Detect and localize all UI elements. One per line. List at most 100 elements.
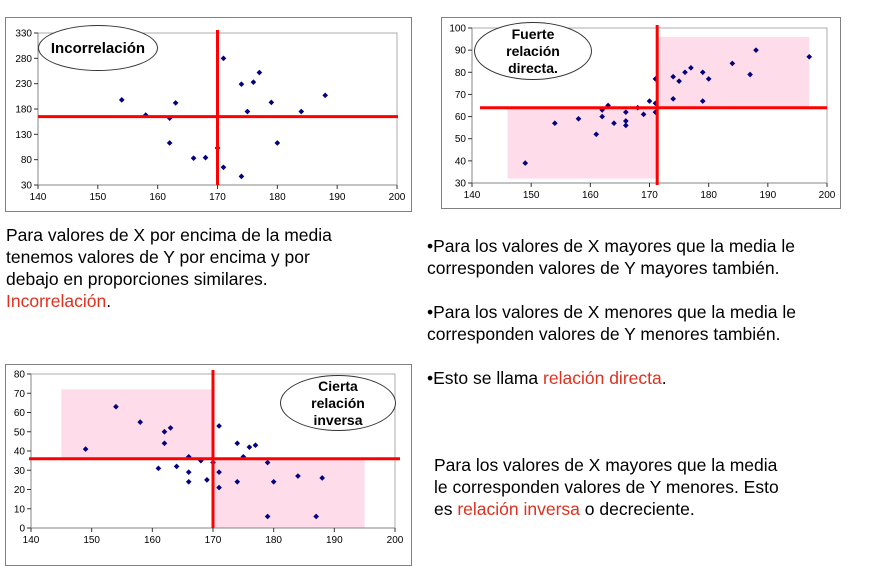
incorrelation-explanation: Para valores de X por encima de la media… — [6, 224, 366, 312]
chart-annotation-inverse: Cierta relación inversa — [280, 375, 396, 431]
inverse-data-point — [161, 428, 168, 435]
inverse-data-point — [313, 513, 319, 520]
direct-y-tick-label: 100 — [449, 24, 466, 35]
direct-data-point — [575, 115, 582, 122]
incorrelation-x-tick-label: 170 — [209, 192, 226, 203]
direct-data-point — [670, 96, 676, 102]
inverse-data-point — [167, 425, 174, 431]
direct-data-point — [640, 111, 647, 118]
incorrelation-data-point — [220, 55, 227, 62]
direct-x-tick-label: 160 — [582, 190, 599, 201]
incorrelation-y-tick-label: 30 — [21, 181, 33, 192]
direct-y-tick-label: 80 — [455, 68, 467, 79]
incorrelation-y-tick-label: 80 — [21, 155, 33, 166]
direct-data-point — [806, 53, 813, 60]
direct-x-tick-label: 180 — [700, 190, 717, 201]
bullet3-pre: •Esto se llama — [427, 368, 544, 388]
direct-data-point — [599, 113, 605, 120]
inverse-data-point — [185, 478, 192, 485]
inverse-shaded-region — [213, 458, 365, 528]
inverse-data-point — [216, 484, 222, 491]
direct-data-point — [552, 120, 558, 127]
scatter-charts: 140 150 160 170 180 190 2003080130180230280330… — [14, 24, 836, 547]
inverse-data-point — [246, 444, 253, 450]
direct-y-tick-label: 50 — [455, 134, 467, 145]
direct-data-point — [688, 65, 694, 71]
direct-explanation: •Para los valores de X mayores que la me… — [427, 235, 882, 389]
incorrelation-x-tick-label: 140 — [30, 192, 47, 203]
direct-x-tick-label: 190 — [759, 190, 776, 201]
direct-y-tick-label: 30 — [455, 179, 467, 190]
direct-x-tick-label: 200 — [819, 190, 836, 201]
direct-data-point — [747, 71, 753, 78]
inverse-data-point — [264, 513, 271, 520]
direct-data-point — [623, 122, 629, 129]
inverse-explanation: Para los valores de X mayores que la med… — [434, 454, 794, 520]
inverse-y-tick-label: 40 — [14, 447, 26, 458]
inverse-data-point — [234, 440, 241, 447]
incorrelation-x-tick-label: 180 — [269, 192, 286, 203]
direct-shaded-region — [507, 107, 658, 179]
direct-y-tick-label: 70 — [455, 90, 467, 101]
direct-data-point — [705, 76, 712, 82]
direct-x-tick-label: 140 — [464, 190, 481, 201]
inverse-x-tick-label: 190 — [326, 535, 343, 546]
direct-shaded-region — [657, 36, 810, 108]
inverse-data-point — [185, 469, 192, 476]
direct-data-point — [729, 60, 736, 67]
inverse-data-point — [319, 475, 326, 481]
inverse-y-tick-label: 50 — [14, 427, 26, 438]
inverse-data-point — [264, 459, 271, 466]
inverse-end: o decreciente. — [579, 499, 695, 519]
inverse-data-point — [161, 440, 168, 447]
inverse-x-tick-label: 200 — [387, 535, 404, 546]
direct-y-tick-label: 90 — [455, 46, 467, 57]
direct-data-point — [676, 78, 682, 84]
direct-bullet-3: •Esto se llama relación directa. — [427, 367, 882, 389]
annotation-text: Fuerte relación directa. — [506, 25, 560, 76]
incorrelation-y-tick-label: 130 — [15, 130, 32, 141]
direct-data-point — [682, 69, 688, 76]
incorrelation-body: Para valores de X por encima de la media… — [6, 225, 332, 289]
inverse-shaded-region — [61, 389, 214, 459]
inverse-y-tick-label: 30 — [14, 466, 26, 477]
inverse-data-point — [295, 473, 301, 479]
direct-data-point — [623, 109, 629, 115]
inverse-y-tick-label: 20 — [14, 485, 26, 496]
inverse-x-tick-label: 150 — [83, 535, 100, 546]
incorrelation-y-tick-label: 280 — [15, 54, 32, 65]
direct-bullet-1: •Para los valores de X mayores que la me… — [427, 236, 795, 278]
inverse-y-tick-label: 10 — [14, 504, 26, 515]
direct-data-point — [611, 120, 617, 127]
incorrelation-data-point — [250, 79, 257, 85]
direct-data-point — [593, 131, 600, 138]
direct-data-point — [522, 160, 529, 166]
incorrelation-x-tick-label: 190 — [329, 192, 346, 203]
incorrelation-x-tick-label: 160 — [149, 192, 166, 203]
direct-data-point — [646, 98, 653, 104]
inverse-data-point — [216, 423, 222, 429]
inverse-data-point — [216, 469, 222, 476]
direct-data-point — [623, 118, 629, 124]
inverse-highlight: relación inversa — [457, 499, 580, 519]
incorrelation-data-point — [238, 173, 245, 180]
inverse-y-tick-label: 0 — [19, 524, 25, 535]
inverse-data-point — [252, 442, 259, 449]
chart-annotation-direct: Fuerte relación directa. — [474, 22, 592, 80]
inverse-data-point — [204, 477, 210, 483]
incorrelation-data-point — [190, 155, 197, 161]
incorrelation-data-point — [268, 99, 275, 106]
inverse-y-tick-label: 60 — [14, 408, 26, 419]
inverse-x-tick-label: 180 — [265, 535, 282, 546]
direct-highlight: relación directa — [543, 368, 662, 388]
inverse-pre: Para los valores de X mayores que la med… — [434, 455, 779, 519]
direct-y-tick-label: 60 — [455, 112, 467, 123]
direct-data-point — [670, 73, 676, 80]
incorrelation-data-point — [220, 164, 227, 171]
inverse-y-tick-label: 70 — [14, 389, 26, 400]
incorrelation-y-tick-label: 330 — [15, 29, 32, 40]
bullet3-end: . — [661, 368, 667, 388]
inverse-data-point — [270, 478, 277, 485]
incorrelation-data-point — [172, 100, 179, 106]
inverse-x-tick-label: 170 — [205, 535, 222, 546]
